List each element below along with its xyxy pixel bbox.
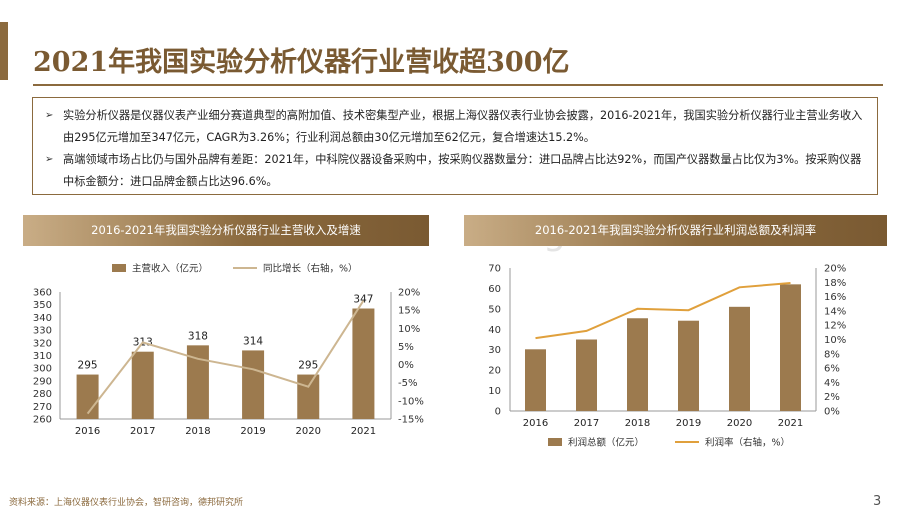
chart2-y2-tick-label: 8%: [824, 349, 840, 360]
chart2-y2-tick-label: 12%: [824, 321, 846, 332]
chart1-bar: [131, 351, 154, 419]
chart2-bar: [576, 339, 597, 411]
right-chart-title: 2016-2021年我国实验分析仪器行业利润总额及利润率: [464, 215, 887, 246]
chart2-bar: [627, 318, 648, 411]
chart2-bar: [525, 349, 546, 411]
chart1-bar: [242, 350, 265, 419]
chart1-y2-tick-label: -10%: [398, 396, 424, 407]
chart2-category-label: 2019: [676, 418, 701, 429]
chart2-bar: [729, 306, 750, 411]
chart2-y2-tick-label: 20%: [824, 264, 846, 275]
bullet-2-text: 高端领域市场占比仍与国外品牌有差距：2021年，中科院仪器设备采购中，按采购仪器…: [63, 153, 862, 188]
chart1-line-series: [86, 300, 365, 415]
bullet-arrow-icon: ➢: [45, 154, 54, 165]
chart1-bar: [186, 345, 209, 419]
chart1-y2-tick-label: 10%: [398, 324, 420, 335]
bullet-1-text: 实验分析仪器是仪器仪表产业细分赛道典型的高附加值、技术密集型产业，根据上海仪器仪…: [63, 109, 863, 144]
chart1-y-tick-label: 330: [33, 326, 52, 337]
chart1-category-label: 2017: [130, 426, 155, 437]
bullet-2: ➢ 高端领域市场占比仍与国外品牌有差距：2021年，中科院仪器设备采购中，按采购…: [45, 149, 867, 193]
chart1-y-tick-label: 320: [33, 338, 52, 349]
chart1-legend-bar-label: 主营收入（亿元）: [132, 263, 208, 275]
chart2-y-tick-label: 30: [488, 345, 501, 356]
page-number: 3: [873, 494, 882, 509]
source-note: 资料来源：上海仪器仪表行业协会，智研咨询，德邦研究所: [9, 498, 244, 508]
chart1-legend-line-label: 同比增长（右轴，%）: [263, 263, 358, 275]
chart1-y2-tick-label: 15%: [398, 306, 420, 317]
chart2-y-tick-label: 50: [488, 304, 501, 315]
chart2-y2-tick-label: 0%: [824, 407, 840, 418]
title-accent-bar: [0, 22, 8, 80]
chart1-y-tick-label: 340: [33, 313, 52, 324]
chart1-bar: [297, 374, 320, 419]
chart2-y2-tick-label: 14%: [824, 306, 846, 317]
summary-box: ➢ 实验分析仪器是仪器仪表产业细分赛道典型的高附加值、技术密集型产业，根据上海仪…: [32, 97, 878, 195]
chart2-y-tick-label: 60: [488, 284, 501, 295]
chart2-y2-tick-label: 4%: [824, 378, 840, 389]
chart1-bar-value-label: 295: [298, 360, 318, 372]
chart2-legend-bar-label: 利润总额（亿元）: [568, 437, 644, 449]
chart2-bar: [678, 320, 699, 411]
chart2-y-tick-label: 70: [488, 264, 501, 275]
chart1-category-label: 2020: [296, 426, 321, 437]
chart2-y2-tick-label: 18%: [824, 278, 846, 289]
chart2-category-label: 2016: [523, 418, 548, 429]
chart2-y-tick-label: 10: [488, 386, 501, 397]
chart2-legend-bar-swatch: [548, 438, 562, 446]
chart2-y2-tick-label: 2%: [824, 392, 840, 403]
chart2-y2-tick-label: 6%: [824, 364, 840, 375]
left-chart-title: 2016-2021年我国实验分析仪器行业主营收入及增速: [23, 215, 429, 246]
bullet-1: ➢ 实验分析仪器是仪器仪表产业细分赛道典型的高附加值、技术密集型产业，根据上海仪…: [45, 105, 867, 149]
chart1-y-tick-label: 260: [33, 415, 52, 426]
chart2-y-tick-label: 0: [495, 407, 501, 418]
chart2-legend-line-label: 利润率（右轴，%）: [705, 437, 790, 449]
chart2-y-tick-label: 40: [488, 325, 501, 336]
chart1-category-label: 2016: [75, 426, 100, 437]
chart1-y-tick-label: 310: [33, 351, 52, 362]
chart2-y2-tick-label: 16%: [824, 292, 846, 303]
chart1-y2-tick-label: 0%: [398, 360, 414, 371]
chart2-category-label: 2017: [574, 418, 599, 429]
chart1-y-tick-label: 360: [33, 288, 52, 299]
page-title: 2021年我国实验分析仪器行业营收超300亿: [33, 47, 570, 78]
chart2-y2-tick-label: 10%: [824, 335, 846, 346]
chart1-y2-tick-label: 20%: [398, 288, 420, 299]
chart1-category-label: 2019: [240, 426, 265, 437]
chart1-y2-tick-label: -5%: [398, 378, 417, 389]
chart2-category-label: 2020: [727, 418, 752, 429]
chart1-y-tick-label: 350: [33, 300, 52, 311]
chart1-category-label: 2021: [351, 426, 376, 437]
chart1-y-tick-label: 300: [33, 364, 52, 375]
chart1-bar-value-label: 314: [243, 335, 263, 347]
chart1-y-tick-label: 270: [33, 402, 52, 413]
chart1-y2-tick-label: -15%: [398, 415, 424, 426]
chart1-bar-value-label: 295: [78, 360, 98, 372]
bullet-arrow-icon: ➢: [45, 110, 54, 121]
chart1-bar-value-label: 347: [353, 294, 373, 306]
chart1-y-tick-label: 280: [33, 389, 52, 400]
chart2-line-series: [535, 282, 791, 340]
chart1-bar-value-label: 318: [188, 330, 208, 342]
chart1-y-tick-label: 290: [33, 376, 52, 387]
chart2-category-label: 2018: [625, 418, 650, 429]
title-underline: [33, 84, 883, 86]
chart1-bar: [352, 308, 375, 419]
chart1-category-label: 2018: [185, 426, 210, 437]
chart1-y2-tick-label: 5%: [398, 342, 414, 353]
chart1-legend-bar-swatch: [112, 264, 126, 272]
chart2-bar: [780, 284, 801, 411]
chart2-y-tick-label: 20: [488, 366, 501, 377]
chart2-category-label: 2021: [778, 418, 803, 429]
